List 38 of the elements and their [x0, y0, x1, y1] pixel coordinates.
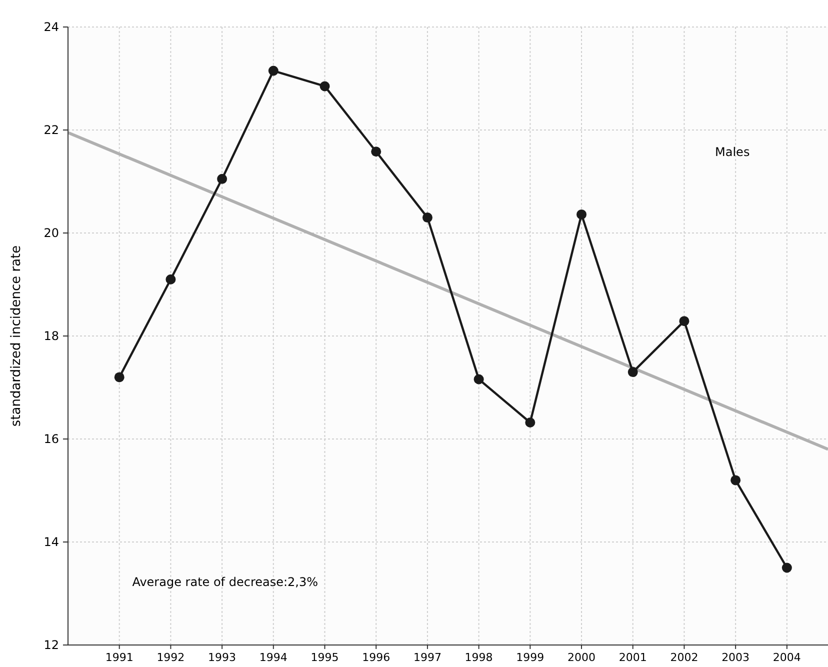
x-tick-label: 2000 — [568, 651, 596, 664]
point — [679, 316, 690, 326]
y-tick-label: 18 — [44, 329, 59, 344]
x-tick-label: 1991 — [105, 651, 134, 664]
x-tick-label: 2003 — [722, 651, 750, 664]
point — [628, 367, 638, 378]
x-tick-label: 1996 — [362, 651, 390, 664]
x-tick-label: 1993 — [208, 651, 236, 664]
annotation: Males — [715, 144, 750, 159]
x-tick-label: 1999 — [516, 651, 544, 664]
y-tick-label: 12 — [44, 638, 59, 652]
point — [422, 212, 432, 223]
point — [576, 209, 587, 220]
point — [474, 374, 484, 384]
x-tick-label: 1997 — [413, 651, 442, 664]
x-tick-label: 1994 — [259, 651, 288, 664]
x-tick-label: 2004 — [772, 651, 801, 664]
y-tick-label: 20 — [44, 226, 59, 240]
y-tick-label: 24 — [44, 20, 59, 34]
x-tick-label: 2002 — [670, 651, 698, 664]
point — [166, 274, 176, 284]
y-tick-label: 16 — [44, 432, 59, 446]
point — [730, 475, 741, 486]
y-axis-title: standardized incidence rate — [9, 245, 24, 427]
point — [371, 146, 382, 157]
x-tick-label: 1995 — [310, 651, 339, 664]
annotation: Average rate of decrease:2,3% — [132, 574, 318, 589]
point — [525, 418, 536, 428]
point — [114, 372, 124, 382]
y-tick-label: 14 — [44, 535, 59, 550]
x-tick-label: 1998 — [464, 651, 493, 664]
point — [320, 81, 330, 92]
x-tick-label: 2001 — [618, 651, 647, 664]
point — [782, 562, 792, 573]
point — [268, 66, 278, 76]
point — [217, 174, 228, 184]
x-tick-label: 1992 — [156, 651, 185, 664]
y-tick-label: 22 — [44, 123, 59, 138]
